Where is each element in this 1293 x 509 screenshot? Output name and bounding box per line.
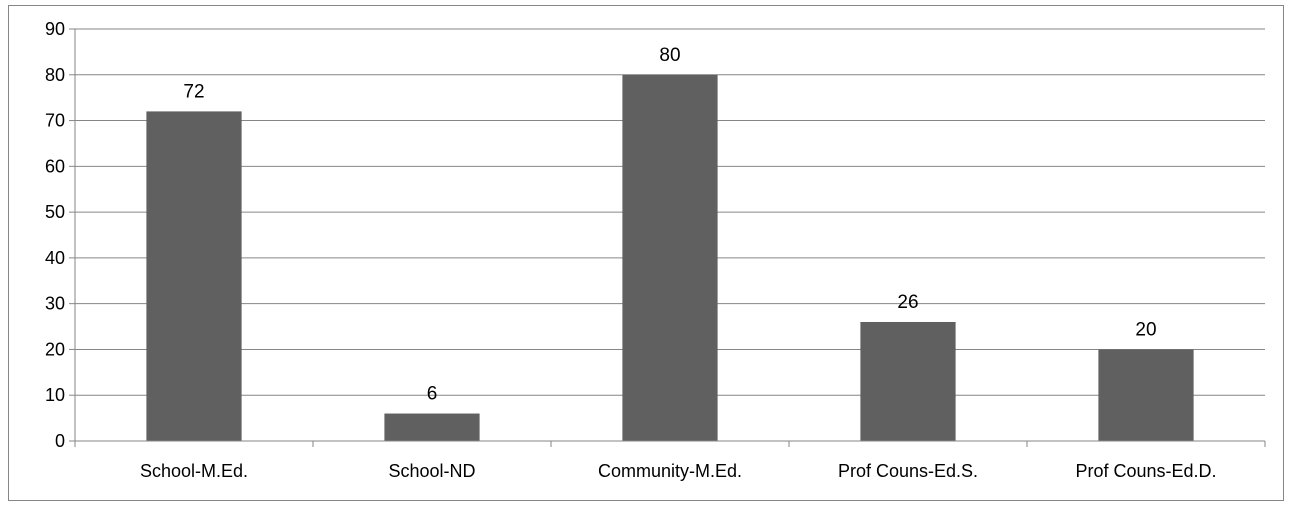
- data-label: 26: [897, 292, 918, 313]
- category-labels: School-M.Ed. School-ND Community-M.Ed. Prof…: [140, 461, 1217, 481]
- y-tick-label: 10: [45, 385, 65, 405]
- y-tick-label: 40: [45, 248, 65, 268]
- data-labels: 72 6 80 26 20: [183, 45, 1156, 405]
- y-tick-label: 0: [55, 431, 65, 451]
- y-tick-label: 60: [45, 156, 65, 176]
- data-label: 20: [1135, 319, 1156, 340]
- bar-3: [860, 321, 956, 441]
- data-label: 80: [659, 45, 680, 66]
- bar-2: [622, 74, 718, 442]
- data-label: 72: [183, 81, 204, 102]
- bar-0: [146, 111, 242, 442]
- bar-1: [384, 413, 480, 441]
- y-tick-label: 80: [45, 65, 65, 85]
- y-tick-label: 30: [45, 294, 65, 314]
- category-label: Prof Couns-Ed.S.: [838, 461, 978, 481]
- y-tick-label: 50: [45, 202, 65, 222]
- category-label: Community-M.Ed.: [598, 461, 742, 481]
- y-tick-label: 70: [45, 111, 65, 131]
- category-label: Prof Couns-Ed.D.: [1075, 461, 1216, 481]
- y-tick-label: 90: [45, 19, 65, 39]
- data-label: 6: [427, 384, 438, 405]
- bar-4: [1098, 349, 1194, 441]
- bars: [146, 74, 1194, 442]
- y-tick-label: 20: [45, 339, 65, 359]
- category-label: School-ND: [388, 461, 475, 481]
- category-label: School-M.Ed.: [140, 461, 248, 481]
- axes: [69, 28, 1266, 447]
- y-tick-labels: 0 10 20 30 40 50 60 70 80 90: [45, 19, 65, 451]
